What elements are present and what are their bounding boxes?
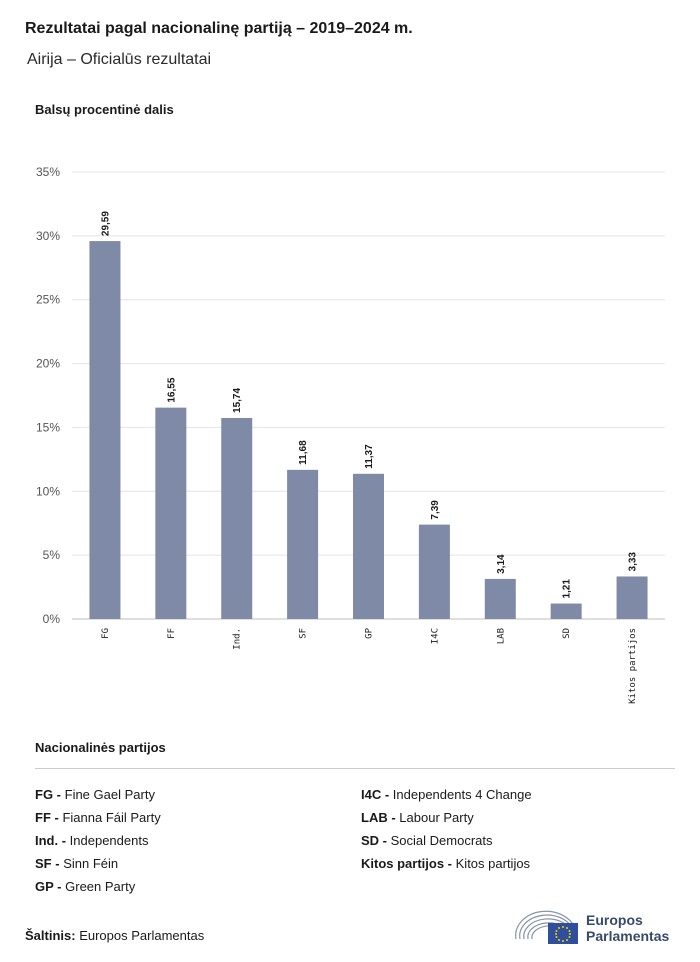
bar xyxy=(616,576,648,619)
y-tick-label: 5% xyxy=(43,548,61,562)
bar-value-label: 3,14 xyxy=(496,554,507,574)
bar xyxy=(353,473,384,619)
legend-item: Kitos partijos - Kitos partijos xyxy=(361,855,532,878)
legend-party-name: Kitos partijos xyxy=(455,856,531,871)
y-tick-label: 0% xyxy=(43,612,61,626)
legend-party-name: Independents xyxy=(69,833,149,848)
legend-item: FG - Fine Gael Party xyxy=(35,786,161,809)
y-axis-label: Balsų procentinė dalis xyxy=(35,102,174,117)
bar xyxy=(221,417,253,619)
legend-item: FF - Fianna Fáil Party xyxy=(35,809,161,832)
bar-value-label: 11,68 xyxy=(298,440,309,465)
bar-value-label: 3,33 xyxy=(628,552,639,572)
chart-subtitle: Airija – Oficialūs rezultatai xyxy=(27,51,212,68)
legend-item: SF - Sinn Féin xyxy=(35,855,161,878)
y-tick-label: 30% xyxy=(36,229,60,243)
legend-abbr: SF - xyxy=(35,856,60,871)
x-tick-label: I4C xyxy=(430,628,440,644)
bar-value-label: 16,55 xyxy=(166,377,177,402)
source-label: Šaltinis: xyxy=(25,928,76,943)
legend-item: Ind. - Independents xyxy=(35,832,161,855)
bar-value-label: 29,59 xyxy=(100,211,111,236)
legend-divider xyxy=(35,768,675,769)
logo-line-2: Parlamentas xyxy=(586,928,670,944)
x-tick-label: FG xyxy=(101,628,111,639)
x-tick-label: Kitos partijos xyxy=(628,628,638,704)
x-tick-label: Ind. xyxy=(233,628,243,650)
y-tick-label: 35% xyxy=(36,165,60,179)
chart-title: Rezultatai pagal nacionalinę partiją – 2… xyxy=(25,20,413,37)
legend-party-name: Labour Party xyxy=(399,810,474,825)
x-tick-label: LAB xyxy=(496,628,506,644)
bar xyxy=(418,524,450,619)
bar-value-label: 1,21 xyxy=(562,579,573,599)
x-tick-label: FF xyxy=(167,628,177,639)
legend-item: SD - Social Democrats xyxy=(361,832,532,855)
legend-column-left: FG - Fine Gael Party FF - Fianna Fáil Pa… xyxy=(35,786,161,901)
bar xyxy=(484,578,516,619)
logo-line-1: Europos xyxy=(586,912,643,928)
legend-item: LAB - Labour Party xyxy=(361,809,532,832)
x-tick-label: GP xyxy=(365,627,375,638)
legend-title: Nacionalinės partijos xyxy=(35,740,166,755)
legend-abbr: FG - xyxy=(35,787,61,802)
legend-abbr: I4C - xyxy=(361,787,390,802)
legend-abbr: FF - xyxy=(35,810,59,825)
legend-column-right: I4C - Independents 4 Change LAB - Labour… xyxy=(361,786,532,878)
bar-value-label: 7,39 xyxy=(430,500,441,520)
bar-value-label: 15,74 xyxy=(232,388,243,413)
legend-abbr: Ind. - xyxy=(35,833,67,848)
legend-party-name: Fianna Fáil Party xyxy=(62,810,161,825)
european-parliament-logo: Europos Parlamentas xyxy=(514,906,684,946)
legend-party-name: Social Democrats xyxy=(390,833,493,848)
legend-party-name: Green Party xyxy=(65,879,136,894)
y-tick-label: 25% xyxy=(36,293,60,307)
legend-abbr: LAB - xyxy=(361,810,396,825)
y-tick-label: 20% xyxy=(36,357,60,371)
legend-abbr: Kitos partijos - xyxy=(361,856,453,871)
x-tick-label: SF xyxy=(299,628,309,639)
parliament-emblem-icon xyxy=(515,910,578,944)
legend-abbr: GP - xyxy=(35,879,62,894)
bar-value-label: 11,37 xyxy=(364,444,375,469)
y-tick-label: 10% xyxy=(36,484,60,498)
bar xyxy=(155,407,187,619)
legend-party-name: Fine Gael Party xyxy=(64,787,155,802)
source-note: Šaltinis: Europos Parlamentas xyxy=(25,928,204,943)
legend-abbr: SD - xyxy=(361,833,387,848)
source-value: Europos Parlamentas xyxy=(79,928,205,943)
y-tick-label: 15% xyxy=(36,420,60,434)
legend-party-name: Sinn Féin xyxy=(63,856,119,871)
x-tick-label: SD xyxy=(562,628,572,639)
legend-item: GP - Green Party xyxy=(35,878,161,901)
logo-text: Europos Parlamentas xyxy=(586,912,669,944)
bar xyxy=(89,241,121,619)
bar-chart: 0% 5% 10% 15% 20% 25% 30% 35% 29,59 FG 16,55 FF 15,7… xyxy=(36,165,665,704)
legend-item: I4C - Independents 4 Change xyxy=(361,786,532,809)
bar xyxy=(550,603,582,619)
legend-party-name: Independents 4 Change xyxy=(392,787,532,802)
bar xyxy=(287,469,319,619)
